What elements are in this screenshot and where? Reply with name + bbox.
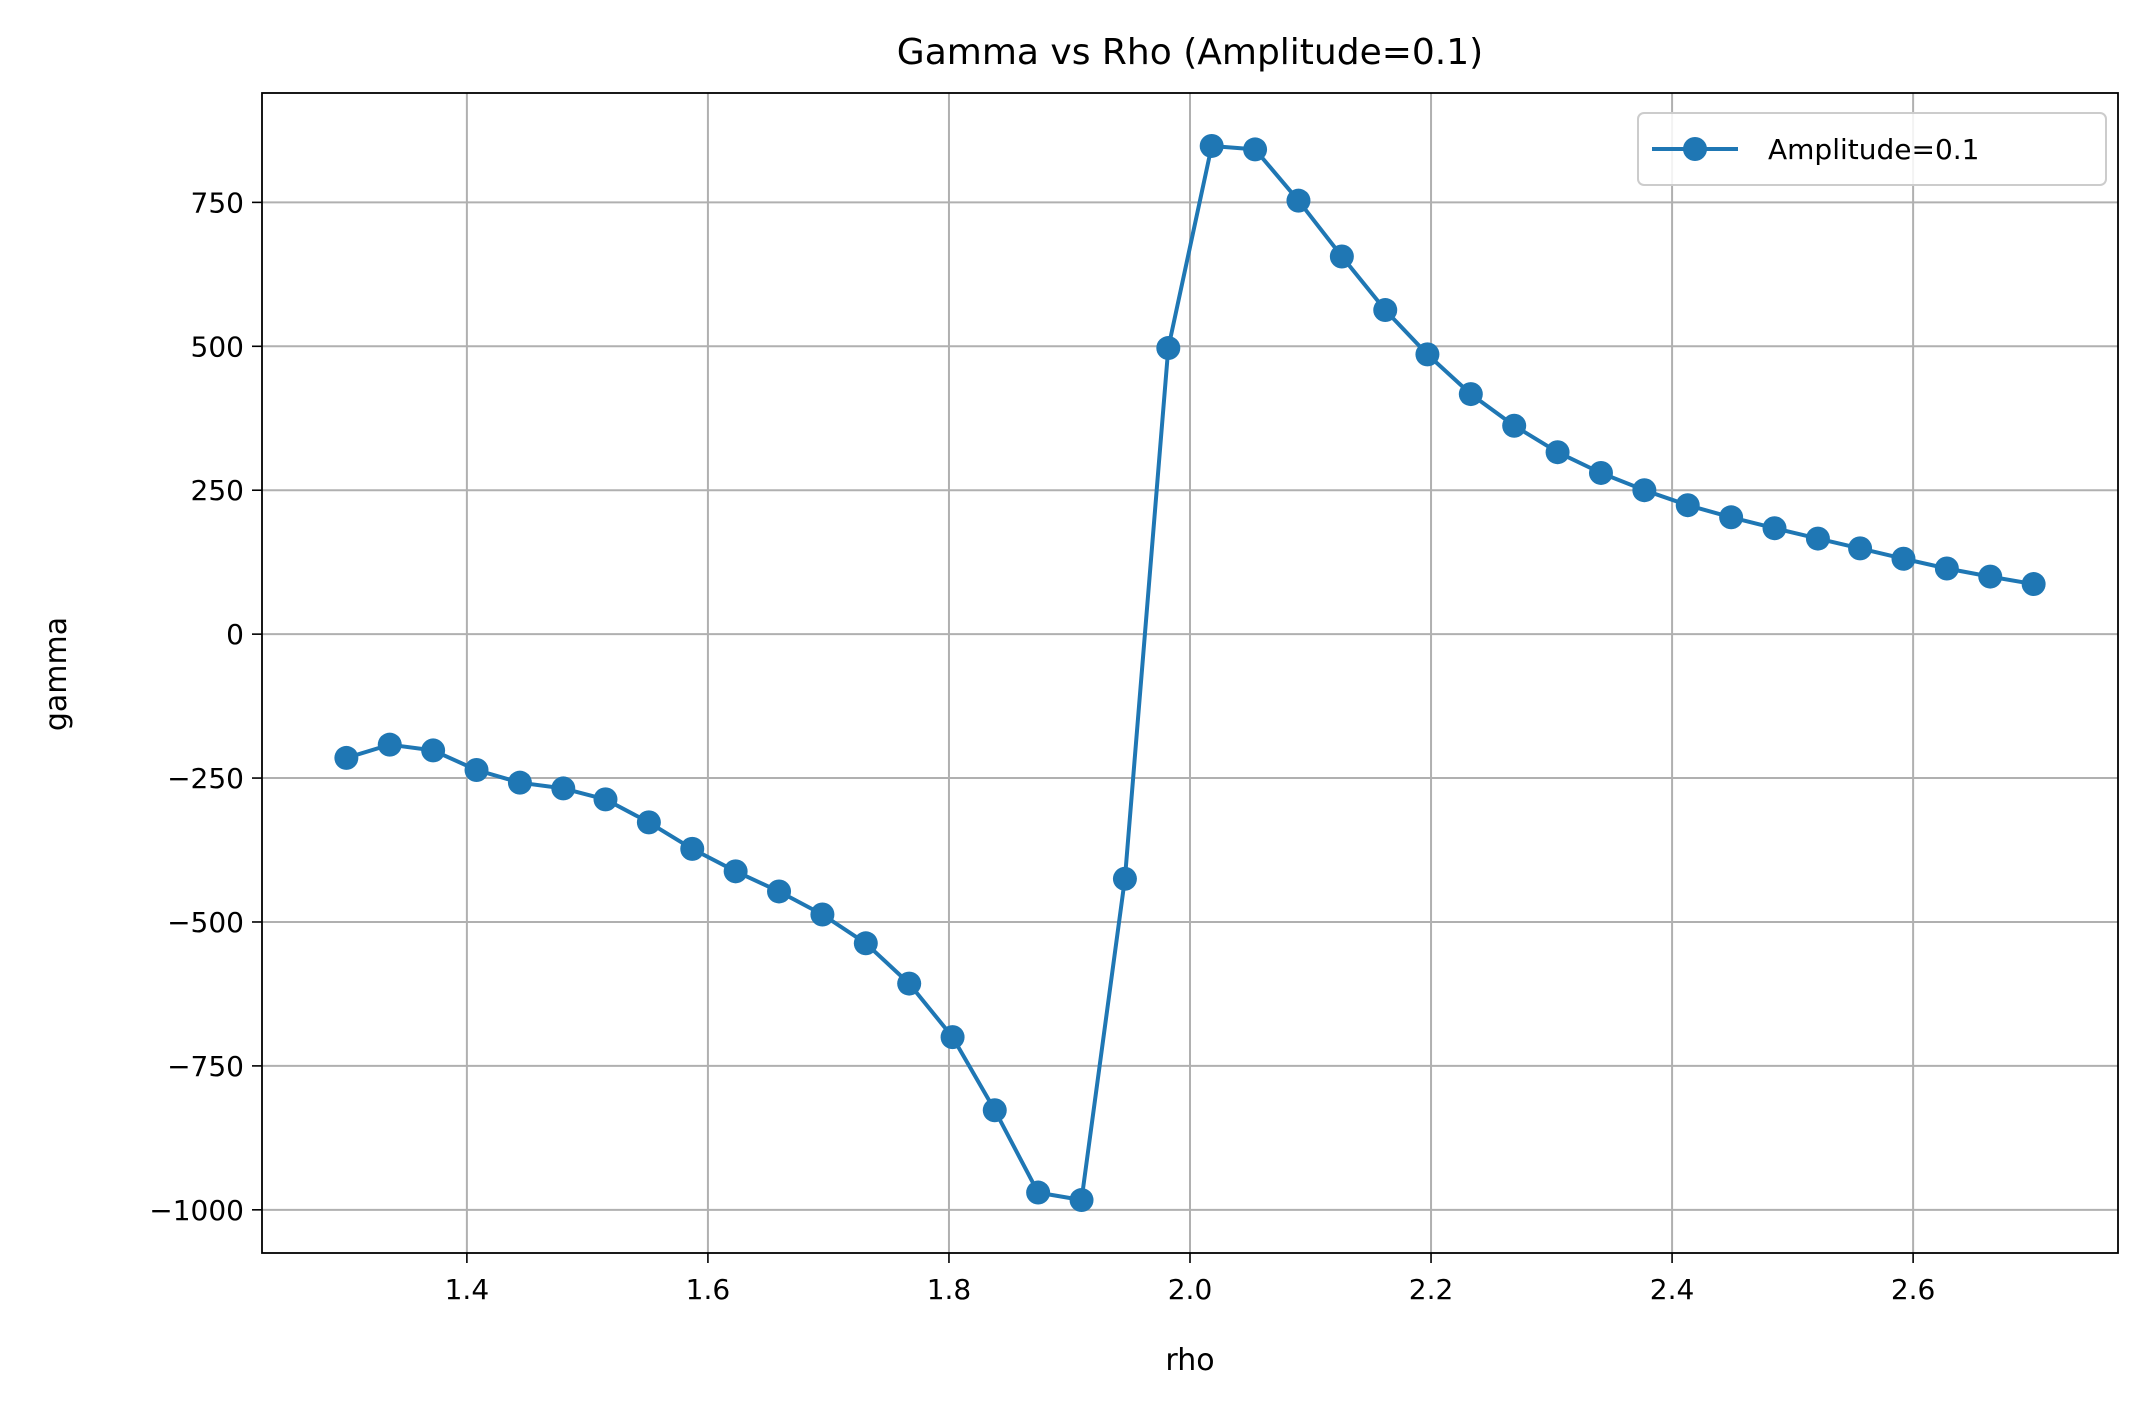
data-point: [1891, 546, 1916, 571]
data-point: [1762, 516, 1787, 541]
data-point: [1978, 564, 2003, 589]
data-point: [2021, 572, 2046, 597]
data-point: [334, 745, 359, 770]
data-point: [767, 879, 792, 904]
y-axis-label: gamma: [39, 617, 74, 731]
data-point: [1588, 460, 1613, 485]
y-tick-label: 750: [191, 186, 244, 219]
data-point: [1934, 556, 1959, 581]
data-point: [1286, 188, 1311, 213]
data-point: [1719, 505, 1744, 530]
data-point: [1632, 478, 1657, 503]
data-point: [680, 836, 705, 861]
y-tick-label: −750: [167, 1050, 244, 1083]
y-tick-label: −1000: [149, 1194, 244, 1227]
y-tick-label: 250: [191, 474, 244, 507]
x-tick-label: 1.8: [927, 1273, 972, 1306]
chart-title: Gamma vs Rho (Amplitude=0.1): [897, 32, 1483, 73]
data-point: [1156, 336, 1181, 361]
data-point: [1848, 536, 1873, 561]
data-point: [982, 1098, 1007, 1123]
data-point: [377, 732, 402, 757]
data-point: [940, 1025, 965, 1050]
data-point: [507, 770, 532, 795]
y-tick-label: −500: [167, 906, 244, 939]
data-point: [636, 810, 661, 835]
legend: Amplitude=0.1: [1637, 112, 2107, 186]
data-point: [1069, 1188, 1094, 1213]
data-point: [1373, 298, 1398, 323]
legend-marker-sample: [1683, 137, 1707, 161]
x-tick-label: 2.0: [1168, 1273, 1213, 1306]
data-point: [1675, 493, 1700, 518]
data-point: [1199, 133, 1224, 158]
y-tick-label: −250: [167, 762, 244, 795]
x-tick-label: 1.6: [686, 1273, 731, 1306]
data-point: [593, 787, 618, 812]
x-tick-label: 1.4: [445, 1273, 490, 1306]
y-tick-label: 500: [191, 330, 244, 363]
x-tick-label: 2.6: [1891, 1273, 1936, 1306]
data-point: [1329, 244, 1354, 269]
data-point: [723, 859, 748, 884]
data-point: [421, 738, 446, 763]
data-point: [1502, 413, 1527, 438]
series-line: [345, 144, 2034, 1202]
data-point: [1243, 137, 1268, 162]
data-point: [1805, 526, 1830, 551]
data-point: [464, 758, 489, 783]
y-tick-label: 0: [226, 618, 244, 651]
x-axis-label: rho: [1165, 1343, 1214, 1378]
data-point: [551, 776, 576, 801]
data-point: [810, 902, 835, 927]
x-tick-label: 2.4: [1650, 1273, 1695, 1306]
data-point: [853, 931, 878, 956]
data-point: [1112, 866, 1137, 891]
x-tick-label: 2.2: [1409, 1273, 1454, 1306]
legend-box: [1637, 112, 2107, 186]
data-point: [1545, 440, 1570, 465]
data-point: [1458, 382, 1483, 407]
data-point: [1415, 342, 1440, 367]
grid-lines: [262, 93, 2118, 1253]
axis-ticks: 1.4 1.6 1.8 2.0 2.2 2.4 2.6 −1000 −750 −500 −250 0 2…: [149, 186, 1935, 1306]
data-point: [1026, 1180, 1051, 1205]
legend-entry-label: Amplitude=0.1: [1768, 133, 1979, 166]
series-layer: [334, 133, 2046, 1213]
data-point: [897, 971, 922, 996]
